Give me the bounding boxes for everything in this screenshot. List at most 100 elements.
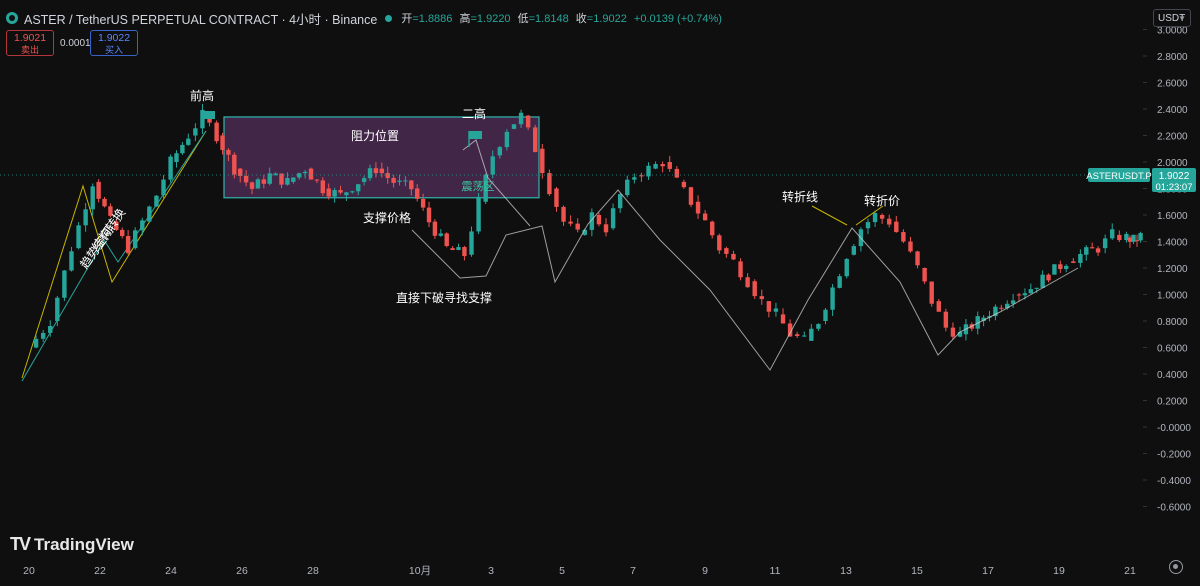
y-axis-tick-label: 1.6000 [1157, 211, 1188, 222]
candle-body [936, 301, 941, 312]
candle-body [617, 194, 623, 209]
candle-body [837, 276, 842, 288]
candle-body [999, 307, 1004, 309]
chart-title[interactable]: ASTER / TetherUS PERPETUAL CONTRACT · 4小… [24, 12, 378, 27]
y-axis-tick-label: -0.2000 [1157, 450, 1191, 461]
candle-body [922, 268, 927, 282]
candle-body [108, 206, 113, 216]
candle-body [267, 173, 272, 184]
candle-body [894, 221, 899, 233]
candle-body [1071, 261, 1076, 263]
candle-body [632, 177, 637, 180]
candle-body [33, 338, 39, 348]
candle-body [957, 331, 963, 337]
candle-body [1124, 233, 1129, 241]
tradingview-logo[interactable]: TV TradingView [10, 534, 134, 555]
candle-body [780, 314, 786, 324]
y-axis-tick-label: 1.4000 [1157, 238, 1188, 249]
candle-body [533, 127, 538, 153]
candle-body [1046, 274, 1051, 281]
candle-body [738, 261, 743, 278]
x-axis-tick-label: 24 [165, 565, 177, 577]
market-open-indicator-icon [385, 14, 393, 22]
candle-body [76, 225, 81, 249]
symbol-icon [6, 12, 18, 24]
candle-body [397, 180, 402, 182]
sell-button[interactable]: 1.9021 卖出 [6, 30, 54, 56]
close-label: 收 [575, 13, 587, 25]
low-label: 低 [517, 13, 529, 25]
open-label: 开 [401, 13, 413, 25]
candle-body [1089, 247, 1095, 249]
candle-body [332, 190, 337, 197]
candle-body [547, 173, 552, 195]
gear-icon[interactable] [1169, 560, 1183, 574]
candle-body [688, 187, 694, 205]
candle-body [102, 198, 107, 207]
buy-button[interactable]: 1.9022 买入 [90, 30, 138, 56]
x-axis-tick-label: 22 [94, 565, 106, 577]
candle-body [1034, 287, 1039, 289]
buy-label: 买入 [104, 45, 123, 55]
countdown-text: 01:23:07 [1156, 182, 1193, 193]
candle-body [62, 270, 67, 298]
chart-annotation: 转折价 [864, 193, 900, 208]
candle-body [326, 188, 331, 197]
candle-body [483, 174, 488, 202]
candle-body [1028, 289, 1034, 294]
x-axis-tick-label: 21 [1124, 565, 1136, 577]
candle-body [338, 190, 343, 193]
candle-body [802, 335, 807, 337]
x-axis-tick-label: 7 [630, 565, 636, 577]
candle-body [1131, 234, 1136, 242]
open-value: =1.8886 [412, 13, 453, 25]
y-axis-tick-label: 1.0000 [1157, 291, 1188, 302]
candle-body [180, 144, 185, 154]
candle-body [255, 179, 261, 189]
candle-body [161, 179, 166, 196]
candle-body [731, 253, 736, 260]
candle-body [681, 181, 687, 188]
currency-unit-select[interactable]: USDT ▼ [1153, 9, 1191, 27]
candle-body [90, 186, 95, 210]
y-axis-tick-label: 2.8000 [1157, 52, 1188, 63]
candle-body [438, 233, 444, 236]
candle-body [356, 184, 361, 192]
chart-annotation: 震荡区 [462, 180, 495, 193]
candle-body [243, 175, 249, 183]
candle-body [950, 327, 956, 337]
candle-body [186, 138, 191, 145]
zigzag-line [411, 189, 1079, 371]
candle-body [469, 231, 474, 255]
candle-body [518, 112, 524, 125]
y-axis-tick-label: 0.2000 [1157, 397, 1188, 408]
candle-body [667, 162, 672, 169]
candle-body [660, 163, 665, 167]
candle-body [409, 180, 414, 190]
currency-unit-label: USDT [1158, 13, 1186, 24]
chart-annotation: 支撑价格 [363, 210, 411, 225]
candle-body [367, 168, 373, 179]
candle-body [752, 281, 757, 297]
candle-body [456, 247, 461, 251]
candle-body [232, 154, 237, 175]
candle-body [220, 135, 225, 150]
candle-body [193, 128, 198, 136]
candle-body [1134, 240, 1140, 242]
candle-body [724, 248, 729, 254]
candle-body [1138, 233, 1143, 241]
x-axis-tick-label: 26 [236, 565, 248, 577]
candles [33, 103, 1143, 349]
candle-body [249, 182, 255, 189]
candle-body [710, 221, 715, 236]
candle-body [385, 173, 390, 178]
candle-body [929, 281, 934, 304]
x-axis-tick-label: 9 [702, 565, 708, 577]
y-axis-tick-label: -0.0000 [1157, 423, 1191, 434]
candle-body [639, 175, 644, 177]
x-axis-tick-label: 15 [911, 565, 923, 577]
candle-body [476, 196, 481, 232]
candle-body [844, 258, 849, 277]
candle-body [943, 311, 949, 328]
